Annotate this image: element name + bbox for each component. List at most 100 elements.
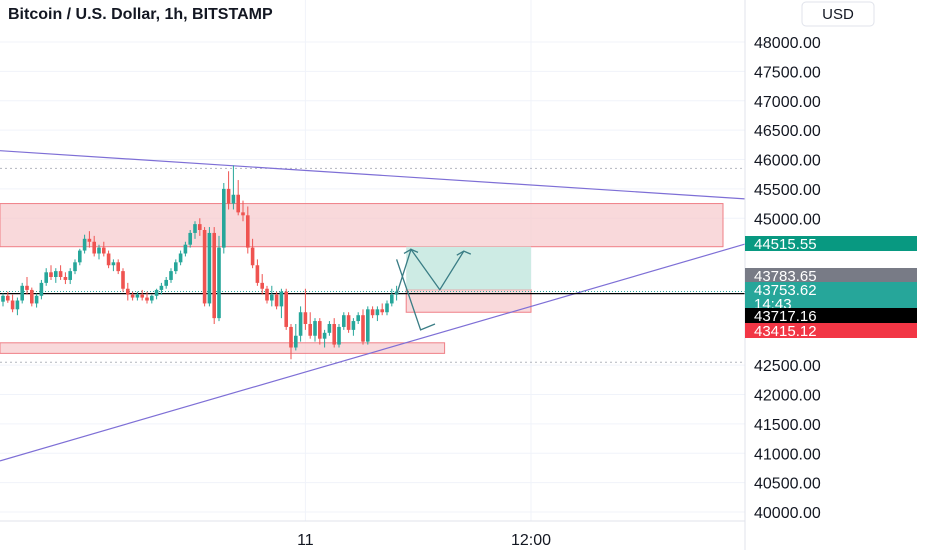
candle [327, 321, 332, 336]
candle-body [294, 335, 298, 348]
candle [313, 318, 317, 342]
candle-body [236, 194, 240, 213]
candle [279, 288, 284, 319]
arrowhead-1 [403, 248, 419, 254]
candle [34, 293, 39, 308]
price-tag-label: 43717.16 [754, 308, 817, 325]
chart-title: Bitcoin / U.S. Dollar, 1h, BITSTAMP [8, 6, 273, 23]
price-tick-label: 42000.00 [754, 388, 821, 405]
trendline-1 [0, 243, 746, 462]
candle-body [351, 321, 356, 330]
candle [82, 234, 87, 254]
candle-body [198, 224, 202, 230]
candle-body [92, 241, 96, 254]
candle-body [361, 315, 365, 342]
candle-body [174, 262, 178, 272]
price-tag-bg [745, 308, 917, 323]
candle-body [78, 250, 82, 263]
candle-body [375, 309, 380, 316]
candle-body [1, 295, 5, 302]
price-tag-bg [745, 236, 917, 251]
price-axis[interactable]: 48000.00 47500.00 47000.00 46500.00 46000.00… [754, 35, 821, 522]
candle-body [25, 285, 29, 290]
candle-body [298, 312, 303, 336]
candle-body [82, 238, 87, 251]
candle [236, 180, 240, 216]
candle-body [327, 324, 332, 333]
candle [106, 250, 111, 269]
candle-body [68, 271, 72, 280]
candle [246, 206, 250, 254]
candle-body [20, 285, 24, 301]
candle-body [303, 312, 308, 324]
candle-body [279, 291, 284, 307]
price-tag-label: 43415.12 [754, 323, 817, 340]
candle [63, 272, 68, 285]
candle [193, 221, 197, 239]
candle-body [140, 294, 144, 298]
candle-body [63, 277, 68, 280]
price-tag-label: 43783.65 [754, 268, 817, 285]
price-tick-label: 45500.00 [754, 182, 821, 199]
candle [250, 238, 255, 269]
candle-body [54, 271, 58, 277]
candle-body [226, 188, 231, 204]
price-tags: 44515.5543783.6543753.6214:4343717.16434… [745, 236, 917, 340]
price-tick-label: 47000.00 [754, 94, 821, 111]
candle [385, 300, 389, 316]
price-tick-label: 40500.00 [754, 476, 821, 493]
candle-body [150, 295, 154, 301]
candle [130, 291, 135, 301]
candle [375, 306, 380, 322]
candle [202, 227, 207, 307]
candle [351, 318, 356, 336]
projection-path-down [395, 259, 436, 331]
candle [164, 277, 168, 289]
candle [150, 294, 154, 304]
trendline-0 [0, 150, 746, 200]
candle [10, 294, 15, 313]
candle [159, 282, 164, 295]
candle-body [111, 262, 116, 266]
candle [346, 312, 351, 333]
candle-body [241, 212, 245, 216]
candle [226, 171, 231, 210]
candle [265, 285, 269, 304]
candles-layer[interactable] [1, 165, 399, 360]
candle-body [337, 326, 341, 345]
price-tick-label: 41000.00 [754, 446, 821, 463]
candle-body [207, 232, 212, 304]
candle-body [121, 271, 125, 289]
candle-body [217, 247, 221, 319]
candle-body [164, 279, 168, 286]
candle-body [188, 232, 192, 245]
price-tick-label: 47500.00 [754, 64, 821, 81]
time-axis[interactable]: 11 12:00 [297, 532, 551, 549]
candle [303, 288, 308, 330]
candle [183, 241, 188, 257]
candle [97, 244, 101, 260]
candle-body [87, 238, 92, 242]
price-tag-label: 44515.55 [754, 236, 817, 253]
candle-body [10, 300, 15, 310]
price-tick-label: 48000.00 [754, 35, 821, 52]
arrowhead-2 [456, 250, 472, 256]
price-tag-bg [745, 282, 917, 312]
candle [390, 288, 394, 307]
currency-button[interactable]: USD [801, 1, 875, 27]
candle-body [289, 326, 293, 348]
price-tick-label: 45000.00 [754, 211, 821, 228]
zone-0 [0, 203, 724, 248]
price-tick-label: 40000.00 [754, 505, 821, 522]
candle-body [193, 224, 197, 233]
lines-layer [0, 150, 746, 462]
candle-body [116, 262, 120, 272]
candle [332, 318, 336, 348]
candle-body [130, 294, 135, 298]
candle-body [222, 188, 226, 248]
time-tick-label: 12:00 [511, 532, 551, 549]
candle [140, 289, 144, 301]
candle [380, 303, 384, 316]
